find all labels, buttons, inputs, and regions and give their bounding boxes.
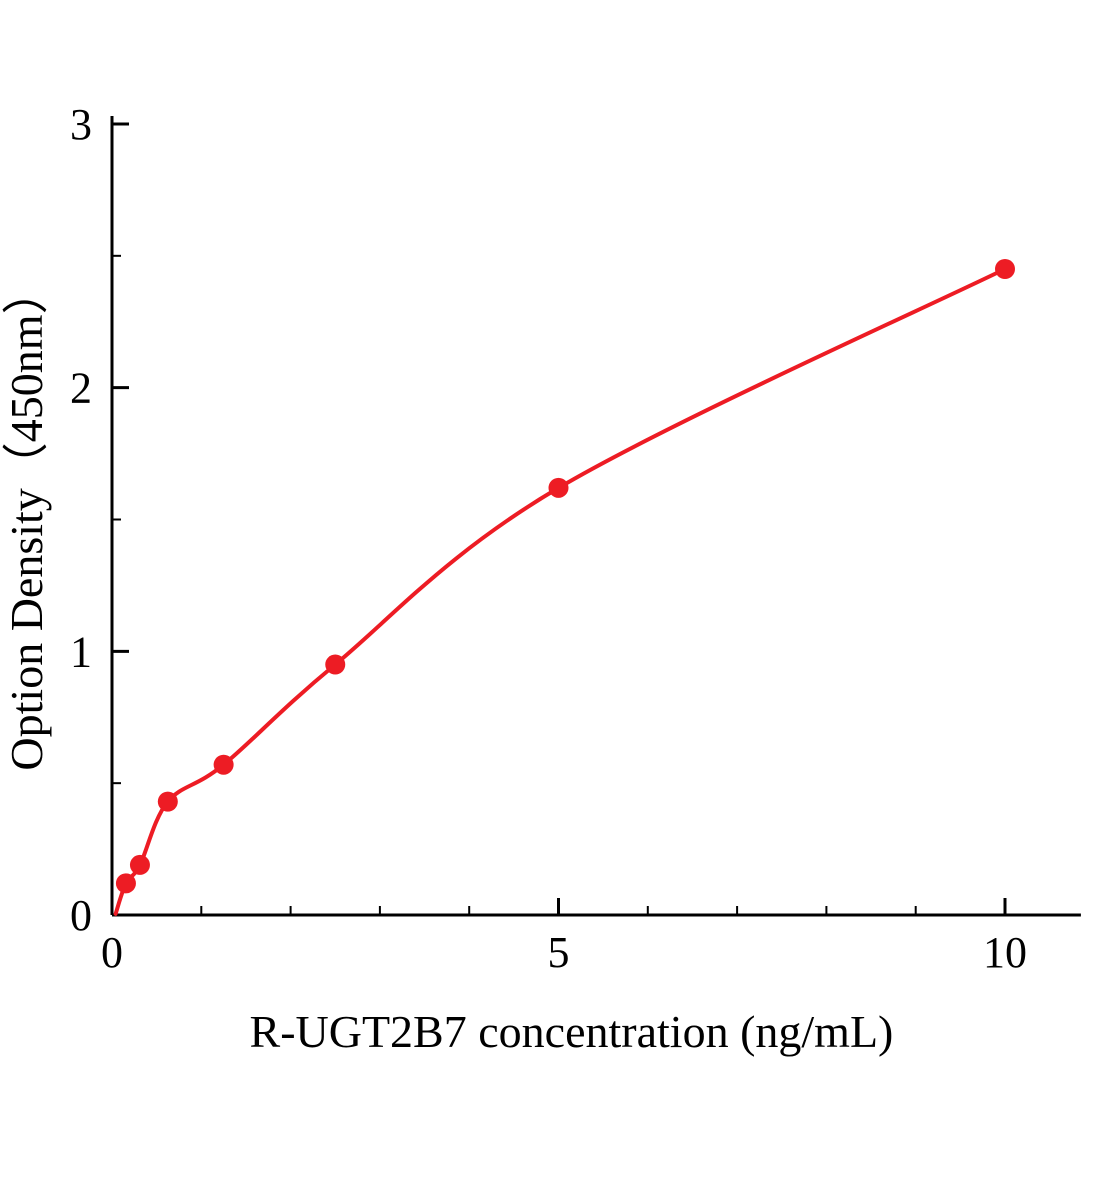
- data-point: [995, 259, 1015, 280]
- data-point: [115, 873, 136, 894]
- data-point: [213, 754, 234, 775]
- x-axis-tick-label: 5: [548, 928, 570, 977]
- x-axis-tick-label: 10: [983, 928, 1027, 977]
- data-point: [129, 854, 150, 875]
- y-axis-tick-label: 0: [70, 891, 92, 940]
- y-axis-title: Option Density（450nm）: [1, 268, 52, 770]
- y-axis-tick-label: 2: [70, 364, 92, 413]
- y-axis-tick-label: 3: [70, 100, 92, 149]
- data-point: [548, 477, 569, 498]
- data-point: [157, 791, 178, 812]
- x-axis-tick-label: 0: [101, 928, 123, 977]
- y-axis-tick-label: 1: [70, 627, 92, 676]
- x-axis-title: R-UGT2B7 concentration (ng/mL): [250, 1006, 894, 1057]
- data-point: [325, 654, 346, 675]
- fitted-curve: [113, 267, 1007, 916]
